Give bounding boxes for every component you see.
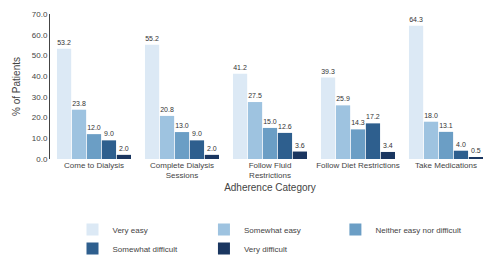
svg-text:2.0: 2.0 — [207, 145, 217, 152]
svg-text:Neither easy nor difficult: Neither easy nor difficult — [375, 226, 461, 235]
svg-text:3.6: 3.6 — [295, 142, 305, 149]
svg-text:39.3: 39.3 — [321, 68, 335, 75]
svg-text:13.0: 13.0 — [175, 122, 189, 129]
svg-text:15.0: 15.0 — [263, 118, 277, 125]
svg-text:Follow FluidRestrictions: Follow FluidRestrictions — [249, 161, 292, 180]
svg-text:41.2: 41.2 — [233, 64, 247, 71]
svg-text:3.4: 3.4 — [383, 142, 393, 149]
svg-text:9.0: 9.0 — [192, 130, 202, 137]
svg-text:Somewhat easy: Somewhat easy — [244, 226, 301, 235]
svg-text:70.0: 70.0 — [32, 10, 48, 19]
svg-text:50.0: 50.0 — [32, 51, 48, 60]
svg-text:% of Patients: % of Patients — [11, 57, 22, 116]
svg-text:10.0: 10.0 — [32, 134, 48, 143]
svg-text:Somewhat difficult: Somewhat difficult — [113, 245, 179, 254]
svg-text:18.0: 18.0 — [424, 112, 438, 119]
svg-text:Complete DialysisSessions: Complete DialysisSessions — [150, 161, 214, 180]
svg-text:30.0: 30.0 — [32, 93, 48, 102]
svg-text:17.2: 17.2 — [366, 113, 380, 120]
svg-text:27.5: 27.5 — [248, 92, 262, 99]
svg-text:9.0: 9.0 — [104, 130, 114, 137]
svg-text:60.0: 60.0 — [32, 31, 48, 40]
svg-text:53.2: 53.2 — [57, 39, 71, 46]
svg-text:2.0: 2.0 — [119, 145, 129, 152]
svg-text:25.9: 25.9 — [336, 95, 350, 102]
svg-text:55.2: 55.2 — [145, 35, 159, 42]
svg-text:Follow Diet Restrictions: Follow Diet Restrictions — [316, 161, 400, 170]
svg-text:14.3: 14.3 — [351, 119, 365, 126]
svg-text:13.1: 13.1 — [439, 122, 453, 129]
svg-text:0.0: 0.0 — [36, 155, 48, 164]
svg-text:Very easy: Very easy — [113, 226, 148, 235]
svg-text:4.0: 4.0 — [456, 141, 466, 148]
svg-text:Come to Dialysis: Come to Dialysis — [64, 161, 124, 170]
svg-text:Very difficult: Very difficult — [244, 245, 288, 254]
svg-text:23.8: 23.8 — [72, 100, 86, 107]
svg-text:20.0: 20.0 — [32, 113, 48, 122]
svg-text:Adherence Category: Adherence Category — [224, 182, 316, 193]
svg-text:20.8: 20.8 — [160, 106, 174, 113]
svg-text:12.6: 12.6 — [278, 123, 292, 130]
svg-text:40.0: 40.0 — [32, 72, 48, 81]
svg-text:Take Medications: Take Medications — [415, 161, 477, 170]
svg-text:12.0: 12.0 — [87, 124, 101, 131]
svg-text:0.5: 0.5 — [471, 147, 481, 154]
svg-text:64.3: 64.3 — [409, 16, 423, 23]
